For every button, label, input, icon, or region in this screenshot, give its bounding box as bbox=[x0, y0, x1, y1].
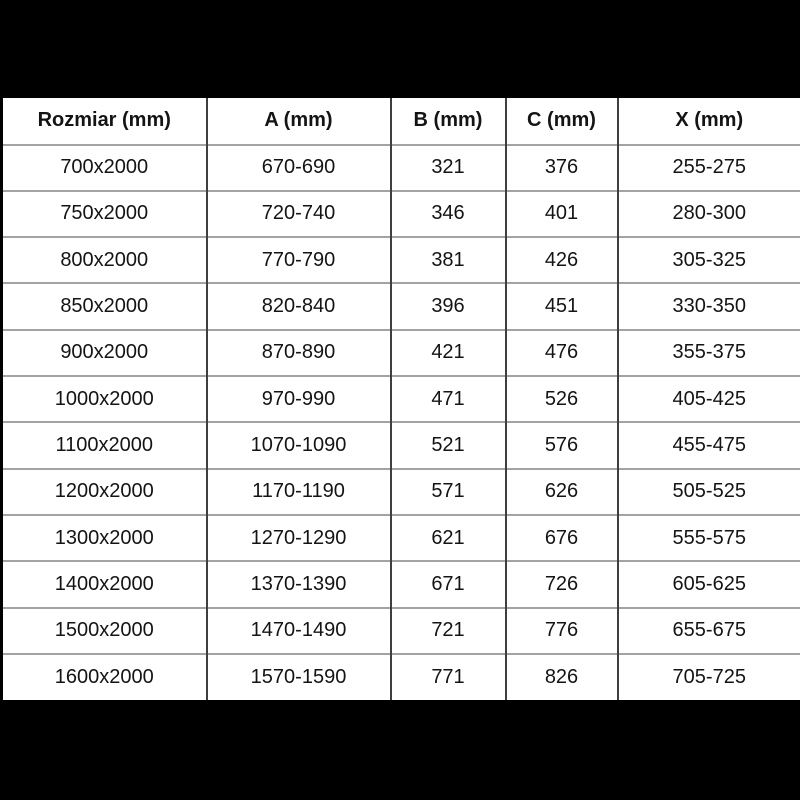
table-cell: 621 bbox=[389, 514, 506, 562]
table-cell: 671 bbox=[389, 560, 506, 608]
table-cell: 750x2000 bbox=[0, 189, 207, 238]
table-cell: 346 bbox=[389, 189, 506, 238]
table-cell: 670-690 bbox=[205, 143, 391, 191]
table-cell: 576 bbox=[504, 421, 618, 469]
table-cell: 800x2000 bbox=[0, 236, 207, 284]
table-cell: 476 bbox=[504, 328, 618, 377]
table-cell: 355-375 bbox=[616, 328, 800, 377]
table-cell: 1200x2000 bbox=[0, 467, 207, 516]
table-cell: 505-525 bbox=[616, 467, 800, 516]
table-cell: 1370-1390 bbox=[205, 560, 391, 608]
table-cell: 676 bbox=[504, 514, 618, 562]
table-cell: 771 bbox=[389, 653, 506, 702]
table-cell: 330-350 bbox=[616, 282, 800, 330]
table-cell: 421 bbox=[389, 328, 506, 377]
table-cell: 1470-1490 bbox=[205, 606, 391, 655]
table-row: 1000x2000 970-990 471 526 405-425 bbox=[0, 375, 800, 423]
table-cell: 381 bbox=[389, 236, 506, 284]
table-cell: 870-890 bbox=[205, 328, 391, 377]
table-cell: 970-990 bbox=[205, 375, 391, 423]
table-cell: 1070-1090 bbox=[205, 421, 391, 469]
table-row: 700x2000 670-690 321 376 255-275 bbox=[0, 143, 800, 191]
table-cell: 305-325 bbox=[616, 236, 800, 284]
table-cell: 1300x2000 bbox=[0, 514, 207, 562]
table-cell: 1100x2000 bbox=[0, 421, 207, 469]
table-cell: 626 bbox=[504, 467, 618, 516]
table-cell: 826 bbox=[504, 653, 618, 702]
table-cell: 776 bbox=[504, 606, 618, 655]
table-cell: 900x2000 bbox=[0, 328, 207, 377]
table-cell: 721 bbox=[389, 606, 506, 655]
table-cell: 280-300 bbox=[616, 189, 800, 238]
table-cell: 1570-1590 bbox=[205, 653, 391, 702]
table-row: 1600x2000 1570-1590 771 826 705-725 bbox=[0, 653, 800, 702]
table-cell: 555-575 bbox=[616, 514, 800, 562]
table-row: 1300x2000 1270-1290 621 676 555-575 bbox=[0, 514, 800, 562]
table-cell: 1270-1290 bbox=[205, 514, 391, 562]
table-cell: 376 bbox=[504, 143, 618, 191]
table-cell: 1400x2000 bbox=[0, 560, 207, 608]
table-cell: 605-625 bbox=[616, 560, 800, 608]
table-cell: 471 bbox=[389, 375, 506, 423]
table-row: 1100x2000 1070-1090 521 576 455-475 bbox=[0, 421, 800, 469]
column-header-b: B (mm) bbox=[389, 95, 506, 145]
table-cell: 1500x2000 bbox=[0, 606, 207, 655]
table-cell: 321 bbox=[389, 143, 506, 191]
table-cell: 455-475 bbox=[616, 421, 800, 469]
table-cell: 705-725 bbox=[616, 653, 800, 702]
table-row: 1200x2000 1170-1190 571 626 505-525 bbox=[0, 467, 800, 516]
table-row: 1500x2000 1470-1490 721 776 655-675 bbox=[0, 606, 800, 655]
table-cell: 401 bbox=[504, 189, 618, 238]
size-table: Rozmiar (mm) A (mm) B (mm) C (mm) X (mm)… bbox=[0, 95, 800, 703]
table-cell: 1000x2000 bbox=[0, 375, 207, 423]
table-cell: 255-275 bbox=[616, 143, 800, 191]
table-cell: 1600x2000 bbox=[0, 653, 207, 702]
table-row: 800x2000 770-790 381 426 305-325 bbox=[0, 236, 800, 284]
table-cell: 426 bbox=[504, 236, 618, 284]
table-cell: 726 bbox=[504, 560, 618, 608]
table-cell: 451 bbox=[504, 282, 618, 330]
table-cell: 850x2000 bbox=[0, 282, 207, 330]
column-header-rozmiar: Rozmiar (mm) bbox=[0, 95, 207, 145]
table-row: 750x2000 720-740 346 401 280-300 bbox=[0, 189, 800, 238]
table-row: 850x2000 820-840 396 451 330-350 bbox=[0, 282, 800, 330]
table-cell: 571 bbox=[389, 467, 506, 516]
column-header-a: A (mm) bbox=[205, 95, 391, 145]
table-cell: 770-790 bbox=[205, 236, 391, 284]
column-header-x: X (mm) bbox=[616, 95, 800, 145]
table-cell: 655-675 bbox=[616, 606, 800, 655]
table-row: 900x2000 870-890 421 476 355-375 bbox=[0, 328, 800, 377]
table-cell: 720-740 bbox=[205, 189, 391, 238]
table-cell: 396 bbox=[389, 282, 506, 330]
table-cell: 820-840 bbox=[205, 282, 391, 330]
column-header-c: C (mm) bbox=[504, 95, 618, 145]
table-cell: 526 bbox=[504, 375, 618, 423]
table-row: 1400x2000 1370-1390 671 726 605-625 bbox=[0, 560, 800, 608]
table-cell: 405-425 bbox=[616, 375, 800, 423]
table-cell: 521 bbox=[389, 421, 506, 469]
table-cell: 1170-1190 bbox=[205, 467, 391, 516]
table-cell: 700x2000 bbox=[0, 143, 207, 191]
header-row: Rozmiar (mm) A (mm) B (mm) C (mm) X (mm) bbox=[0, 95, 800, 145]
